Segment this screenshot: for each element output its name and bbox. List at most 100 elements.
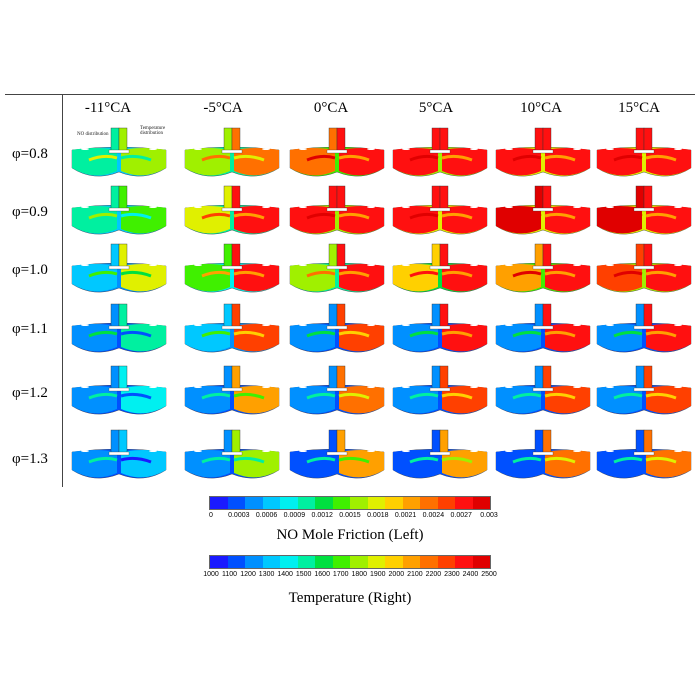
column-header: -11°CA — [84, 100, 132, 116]
contour-cell — [390, 362, 490, 422]
colorbar-swatch — [332, 497, 350, 509]
temperature-colorbar-label: Temperature (Right) — [288, 590, 412, 606]
colorbar-tick-label: 1300 — [258, 571, 275, 578]
no-colorbar — [209, 496, 491, 510]
contour-cell — [182, 182, 282, 242]
colorbar-swatch — [385, 497, 403, 509]
contour-cell — [69, 240, 169, 300]
header-divider — [5, 94, 695, 95]
colorbar-swatch — [367, 556, 385, 568]
contour-cell — [390, 240, 490, 300]
row-header: φ=1.3 — [12, 451, 48, 467]
colorbar-tick-label: 0.0009 — [283, 512, 306, 519]
colorbar-tick-label: 1800 — [351, 571, 368, 578]
colorbar-swatch — [315, 497, 333, 509]
contour-cell — [69, 300, 169, 360]
colorbar-swatch — [402, 497, 420, 509]
contour-cell — [182, 124, 282, 184]
colorbar-tick-label: 1100 — [222, 571, 238, 578]
row-label-divider — [62, 94, 63, 487]
colorbar-swatch — [437, 497, 455, 509]
colorbar-swatch — [227, 556, 245, 568]
colorbar-tick-label: 2200 — [425, 571, 442, 578]
colorbar-swatch — [297, 497, 315, 509]
colorbar-tick-label: 2000 — [388, 571, 405, 578]
contour-cell — [182, 362, 282, 422]
colorbar-swatch — [262, 497, 280, 509]
contour-cell — [287, 182, 387, 242]
colorbar-swatch — [332, 556, 350, 568]
contour-cell — [493, 182, 593, 242]
contour-cell — [182, 300, 282, 360]
colorbar-tick-label: 0.0006 — [255, 512, 278, 519]
column-header: 5°CA — [418, 100, 454, 116]
contour-cell — [287, 426, 387, 486]
colorbar-tick-label: 1600 — [314, 571, 330, 578]
colorbar-swatch — [472, 556, 490, 568]
contour-cell — [493, 362, 593, 422]
contour-cell — [69, 362, 169, 422]
contour-cell — [493, 124, 593, 184]
contour-cell — [182, 240, 282, 300]
contour-cell — [69, 182, 169, 242]
no-colorbar-label: NO Mole Friction (Left) — [276, 527, 424, 543]
contour-cell — [594, 124, 694, 184]
colorbar-swatch — [262, 556, 280, 568]
contour-cell — [493, 240, 593, 300]
colorbar-swatch — [315, 556, 333, 568]
colorbar-swatch — [402, 556, 420, 568]
contour-cell — [390, 182, 490, 242]
contour-cell — [594, 182, 694, 242]
contour-cell — [390, 124, 490, 184]
colorbar-tick-label: 0.0012 — [311, 512, 333, 519]
colorbar-tick-label: 1200 — [240, 571, 256, 578]
colorbar-swatch — [350, 497, 368, 509]
colorbar-tick-label: 2500 — [481, 571, 497, 578]
colorbar-tick-label: 2100 — [407, 571, 423, 578]
colorbar-tick-label: 1500 — [295, 571, 312, 578]
colorbar-swatch — [350, 556, 368, 568]
colorbar-swatch — [472, 497, 490, 509]
contour-cell — [594, 426, 694, 486]
contour-cell — [594, 362, 694, 422]
contour-cell — [594, 300, 694, 360]
colorbar-tick-label: 0.003 — [480, 512, 498, 519]
colorbar-swatch — [280, 556, 298, 568]
contour-cell — [287, 124, 387, 184]
colorbar-tick-label: 1400 — [277, 571, 293, 578]
colorbar-swatch — [420, 497, 438, 509]
colorbar-tick-label: 0.0018 — [367, 512, 389, 519]
colorbar-swatch — [210, 497, 228, 509]
contour-cell — [182, 426, 282, 486]
colorbar-swatch — [385, 556, 403, 568]
contour-cell — [287, 240, 387, 300]
contour-cell — [493, 300, 593, 360]
row-header: φ=1.2 — [12, 385, 48, 401]
colorbar-swatch — [455, 556, 473, 568]
contour-cell — [390, 426, 490, 486]
colorbar-swatch — [437, 556, 455, 568]
column-header: 10°CA — [520, 100, 562, 116]
column-header: -5°CA — [203, 100, 243, 116]
contour-cell — [287, 300, 387, 360]
colorbar-swatch — [227, 497, 245, 509]
colorbar-swatch — [210, 556, 228, 568]
row-header: φ=1.1 — [12, 321, 48, 337]
colorbar-tick-label: 2400 — [462, 571, 479, 578]
contour-cell — [493, 426, 593, 486]
colorbar-tick-label: 0.0003 — [228, 512, 250, 519]
column-header: 15°CA — [618, 100, 660, 116]
colorbar-tick-label: 1000 — [203, 571, 219, 578]
temperature-colorbar — [209, 555, 491, 569]
colorbar-tick-label: 0.0021 — [394, 512, 417, 519]
colorbar-tick-label: 0.0024 — [422, 512, 445, 519]
colorbar-swatch — [455, 497, 473, 509]
no-distribution-annotation: NO distribution — [77, 132, 109, 137]
colorbar-swatch — [297, 556, 315, 568]
contour-cell — [69, 426, 169, 486]
colorbar-swatch — [245, 556, 263, 568]
colorbar-tick-label: 0.0027 — [450, 512, 472, 519]
colorbar-tick-label: 1700 — [332, 571, 349, 578]
contour-cell — [287, 362, 387, 422]
